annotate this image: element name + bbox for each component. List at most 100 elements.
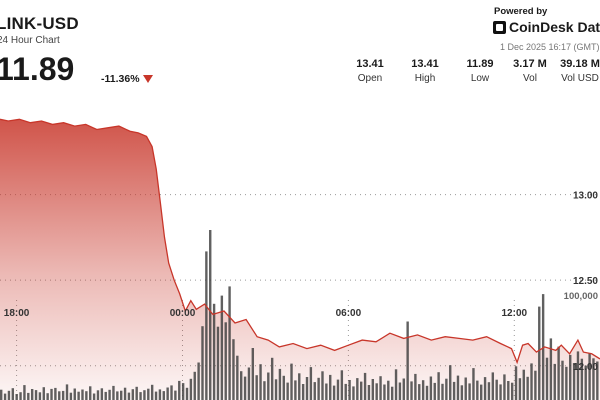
volume-bar — [174, 390, 177, 400]
volume-bar — [143, 390, 146, 400]
volume-bar — [309, 367, 313, 400]
volume-bar — [193, 371, 196, 400]
volume-bar — [112, 385, 115, 400]
volume-bar — [472, 368, 475, 400]
volume-bar — [553, 363, 556, 400]
volume-bar — [216, 326, 220, 400]
volume-bar — [410, 381, 413, 400]
volume-bar — [232, 339, 235, 400]
volume-bar — [336, 379, 340, 400]
volume-bar — [127, 392, 131, 400]
volume-bar — [38, 392, 42, 400]
volume-bar — [139, 392, 142, 400]
volume-bar — [592, 358, 595, 400]
volume-bar — [259, 364, 262, 400]
volume-bar — [414, 373, 417, 400]
volume-bar — [561, 360, 564, 400]
volume-bar — [480, 384, 483, 400]
chart-subtitle: 24 Hour Chart — [0, 35, 60, 46]
volume-bar — [398, 382, 402, 400]
x-tick-label: 18:00 — [4, 308, 30, 319]
volume-bar — [588, 353, 591, 400]
volume-bar — [580, 358, 584, 400]
volume-bar — [476, 380, 479, 400]
volume-bar — [487, 382, 491, 400]
volume-bar — [170, 385, 173, 400]
volume-bar — [178, 380, 181, 400]
volume-bar — [181, 383, 185, 400]
volume-bar — [565, 366, 568, 400]
volume-bar — [228, 286, 231, 400]
volume-bar — [507, 381, 510, 400]
price-change: -11.36% — [101, 73, 140, 85]
volume-bar — [433, 382, 436, 400]
volume-bar — [116, 391, 119, 400]
volume-bar — [236, 355, 239, 400]
volume-bar — [464, 377, 467, 400]
volume-bar — [11, 388, 15, 400]
volume-bar — [425, 385, 429, 400]
current-price: 11.89 — [0, 51, 75, 87]
volume-bar — [205, 251, 208, 400]
volume-bar — [255, 375, 258, 400]
volume-bar — [73, 388, 76, 400]
down-triangle-icon — [143, 75, 153, 83]
volume-bar — [518, 378, 522, 400]
volume-bar — [538, 306, 541, 400]
stat-label: Vol USD — [561, 73, 599, 84]
stat-open: 13.41 Open — [340, 58, 400, 84]
volume-bar — [371, 379, 375, 400]
volume-bar — [282, 375, 285, 400]
volume-bar — [189, 378, 193, 400]
volume-bar — [251, 348, 255, 400]
volume-bar — [483, 377, 487, 400]
volume-bar — [514, 366, 518, 400]
volume-bar — [418, 384, 421, 400]
volume-bar — [89, 386, 92, 400]
volume-bar — [510, 382, 514, 400]
volume-bar — [197, 362, 200, 400]
volume-bar — [150, 384, 154, 400]
volume-bar — [267, 372, 270, 400]
volume-bar — [96, 390, 100, 400]
volume-bar — [278, 368, 282, 400]
volume-bar — [301, 384, 305, 400]
y-tick-label: 12.00 — [573, 362, 598, 373]
volume-bar — [375, 383, 378, 400]
volume-bar — [81, 389, 84, 400]
volume-bar — [557, 346, 560, 400]
volume-bar — [390, 386, 394, 400]
volume-bar — [534, 370, 537, 400]
volume-bar — [270, 357, 274, 400]
volume-bar — [452, 381, 456, 400]
volume-bar — [15, 394, 18, 400]
volume-bar — [468, 383, 471, 400]
brand-name[interactable]: CoinDesk Data — [509, 19, 600, 35]
stat-vol: 3.17 M Vol — [500, 58, 560, 84]
volume-bar — [495, 379, 498, 400]
volume-bar — [584, 365, 587, 400]
stat-value: 13.41 — [411, 58, 439, 70]
volume-bar — [19, 392, 22, 400]
y-tick-label: 12.50 — [573, 276, 598, 287]
stat-value: 11.89 — [466, 58, 494, 70]
volume-bar — [363, 372, 367, 400]
volume-bar — [460, 385, 464, 400]
volume-bar — [162, 391, 165, 400]
volume-bar — [286, 382, 289, 400]
volume-bar — [158, 389, 162, 400]
volume-tick-label: 100,000 — [564, 291, 598, 302]
volume-bar — [394, 369, 398, 400]
volume-bar — [576, 351, 580, 400]
volume-bar — [348, 380, 351, 400]
volume-bar — [541, 294, 545, 400]
volume-bar — [549, 338, 553, 400]
volume-bar — [220, 295, 224, 400]
volume-bar — [166, 387, 169, 400]
volume-bar — [240, 371, 243, 400]
volume-bar — [491, 372, 495, 400]
stat-value: 39.18 M — [560, 58, 600, 70]
volume-bar — [383, 384, 386, 400]
volume-bar — [77, 391, 80, 400]
volume-bar — [545, 357, 549, 400]
